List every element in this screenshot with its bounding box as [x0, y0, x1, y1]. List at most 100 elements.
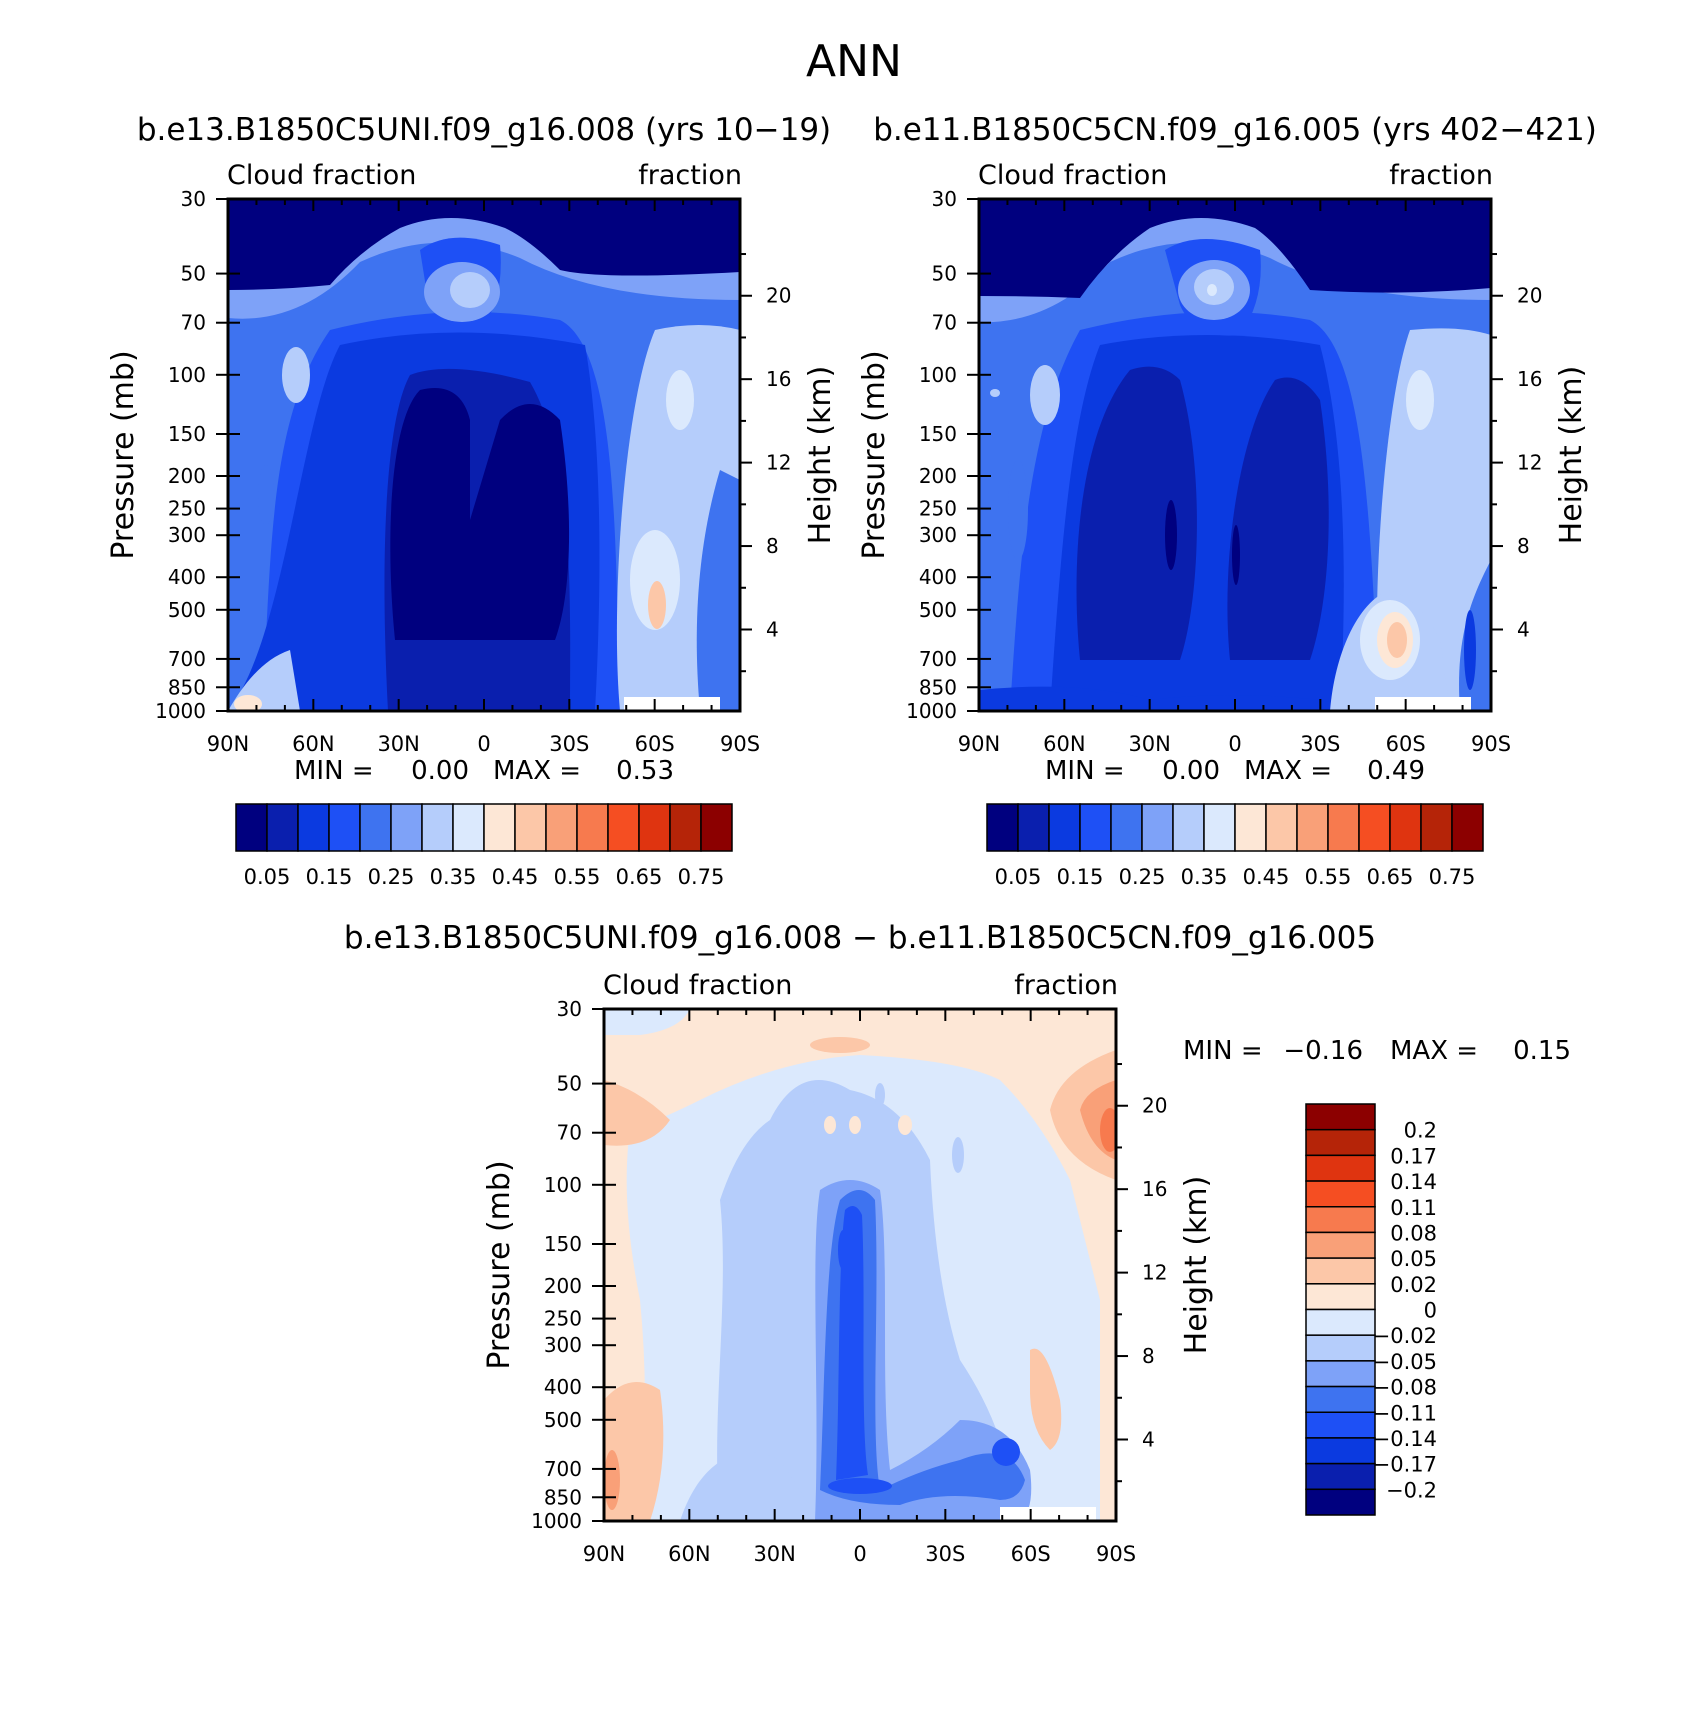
y-tick-label: 50 — [557, 1072, 582, 1096]
y-tick-label: 300 — [544, 1333, 582, 1357]
x-tick-label: 90N — [958, 732, 1000, 756]
y-tick-label: 400 — [919, 565, 957, 589]
colorbar-label: 0.25 — [1119, 865, 1166, 889]
panel-1-min-label: MIN = — [294, 756, 374, 786]
panel-3-title: b.e13.B1850C5UNI.f09_g16.008 − b.e11.B18… — [344, 920, 1376, 956]
y-tick-label: 70 — [932, 311, 957, 335]
colorbar-box — [607, 803, 640, 852]
x-tick-label: 90S — [720, 732, 760, 756]
colorbar-box — [1305, 1437, 1376, 1465]
x-tick-label: 60S — [1011, 1542, 1051, 1566]
y-tick-label: 100 — [168, 363, 206, 387]
y-tick-label: 300 — [919, 523, 957, 547]
panel-1-max-label: MAX = — [493, 756, 581, 786]
colorbar-label: 0.25 — [368, 865, 415, 889]
colorbar-box — [266, 803, 299, 852]
panel-2: b.e11.B1850C5CN.f09_g16.005 (yrs 402−421… — [857, 112, 1597, 889]
colorbar-box — [1305, 1488, 1376, 1516]
x-tick-label: 60S — [1386, 732, 1426, 756]
x-tick-label: 90N — [583, 1542, 625, 1566]
panel-2-right-label: fraction — [1389, 160, 1493, 191]
panel-1: b.e13.B1850C5UNI.f09_g16.008 (yrs 10−19)… — [106, 112, 838, 889]
colorbar-label: 0.15 — [1057, 865, 1104, 889]
y-tick-label: 1000 — [531, 1509, 582, 1533]
y-tick-label: 50 — [932, 262, 957, 286]
colorbar-box — [1203, 803, 1236, 852]
panel-2-colorbar: 0.05 0.15 0.25 0.35 0.45 0.55 0.65 0.75 — [986, 803, 1484, 889]
colorbar-box — [514, 803, 547, 852]
panel-3-ylabel: Pressure (mb) — [482, 1160, 517, 1369]
x-tick-label: 0 — [1228, 732, 1241, 756]
x-tick-label: 0 — [477, 732, 490, 756]
x-tick-label: 30S — [925, 1542, 965, 1566]
x-tick-label: 30N — [753, 1542, 795, 1566]
panel-3-min-value: −0.16 — [1283, 1036, 1363, 1066]
panel-3-max-label: MAX = — [1390, 1036, 1478, 1066]
y-tick-label: 200 — [544, 1274, 582, 1298]
colorbar-box — [1305, 1308, 1376, 1336]
colorbar-label: 0.55 — [1305, 865, 1352, 889]
y-tick-label: 300 — [168, 523, 206, 547]
height-tick-label: 12 — [766, 451, 791, 475]
height-tick-label: 12 — [1142, 1261, 1167, 1285]
colorbar-box — [669, 803, 702, 852]
panel-3-left-label: Cloud fraction — [603, 970, 792, 1001]
x-tick-label: 60N — [292, 732, 334, 756]
y-tick-label: 500 — [544, 1408, 582, 1432]
colorbar-box — [1305, 1154, 1376, 1182]
y-tick-label: 500 — [919, 598, 957, 622]
y-tick-label: 250 — [919, 497, 957, 521]
colorbar-box — [359, 803, 392, 852]
colorbar-label: −0.17 — [1373, 1453, 1437, 1477]
colorbar-box — [700, 803, 733, 852]
colorbar-box — [483, 803, 516, 852]
colorbar-box — [1305, 1103, 1376, 1131]
panel-2-max-value: 0.49 — [1367, 756, 1425, 786]
x-tick-label: 60N — [1043, 732, 1085, 756]
colorbar-box — [638, 803, 671, 852]
colorbar-box — [1017, 803, 1050, 852]
height-tick-label: 16 — [1517, 367, 1542, 391]
x-tick-label: 30S — [1300, 732, 1340, 756]
colorbar-label: 0.45 — [492, 865, 539, 889]
colorbar-box — [1327, 803, 1360, 852]
colorbar-label: 0 — [1424, 1299, 1437, 1323]
y-tick-label: 200 — [919, 464, 957, 488]
y-tick-label: 150 — [919, 422, 957, 446]
colorbar-label: 0.2 — [1404, 1119, 1437, 1143]
panel-2-contour-field — [979, 199, 1491, 711]
colorbar-box — [297, 803, 330, 852]
colorbar-box — [1305, 1231, 1376, 1259]
panel-1-axes: 90N 60N 30N 0 30S 60S 90S 30 50 70 100 150 200 250300… — [155, 187, 791, 756]
y-tick-label: 400 — [168, 565, 206, 589]
colorbar-label: −0.08 — [1373, 1376, 1437, 1400]
height-tick-label: 20 — [766, 284, 791, 308]
panel-3-contour-field — [604, 1009, 1116, 1521]
colorbar-label: 0.17 — [1390, 1144, 1437, 1168]
y-tick-label: 100 — [919, 363, 957, 387]
height-tick-label: 20 — [1517, 284, 1542, 308]
colorbar-box — [576, 803, 609, 852]
height-tick-label: 16 — [1142, 1177, 1167, 1201]
y-tick-label: 250 — [544, 1307, 582, 1331]
panel-2-max-label: MAX = — [1244, 756, 1332, 786]
colorbar-label: 0.35 — [430, 865, 477, 889]
y-tick-label: 250 — [168, 497, 206, 521]
x-tick-label: 30N — [377, 732, 419, 756]
colorbar-label: 0.02 — [1390, 1273, 1437, 1297]
panel-1-contour-field — [228, 199, 740, 711]
panel-3-max-value: 0.15 — [1513, 1036, 1571, 1066]
y-tick-label: 700 — [919, 647, 957, 671]
y-tick-label: 150 — [168, 422, 206, 446]
colorbar-label: 0.35 — [1181, 865, 1228, 889]
colorbar-label: 0.08 — [1390, 1221, 1437, 1245]
y-tick-label: 400 — [544, 1375, 582, 1399]
y-tick-label: 30 — [181, 187, 206, 211]
x-tick-label: 90S — [1471, 732, 1511, 756]
figure-title: ANN — [806, 36, 902, 87]
colorbar-box — [1420, 803, 1453, 852]
colorbar-label: 0.11 — [1390, 1196, 1437, 1220]
colorbar-label: 0.05 — [1390, 1247, 1437, 1271]
y-tick-label: 700 — [168, 647, 206, 671]
